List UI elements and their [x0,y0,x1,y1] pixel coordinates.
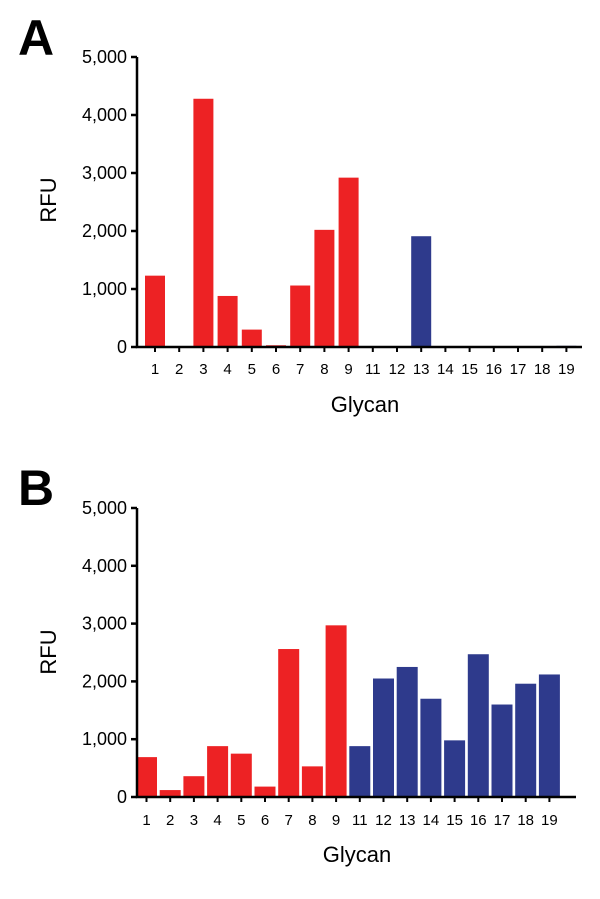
x-axis-labels-a: 1 2 3 4 5 6 7 8 9 11 12 13 14 15 16 17 18 19 [151,347,575,378]
y-tick-label-b-5: 5,000 [82,498,127,518]
x-tick-label-a-17: 17 [510,361,527,378]
y-axis-title-a: RFU [36,177,61,222]
bar-b-12 [373,678,394,797]
y-tick-label-a-3: 3,000 [82,163,127,183]
bar-a-3 [193,98,214,347]
x-tick-label-b-14: 14 [423,812,440,829]
x-tick-label-b-6: 6 [261,812,269,829]
bars-b [136,625,560,797]
y-tick-label-a-2: 2,000 [82,221,127,241]
x-axis-labels-b: 1 2 3 4 5 6 7 8 9 11 12 13 14 15 16 17 18 19 [142,797,558,829]
panel-b: B RFU Glycan 01,0002,0003,0004,0005,000 … [18,460,576,867]
bar-b-7 [278,649,300,797]
x-tick-label-a-8: 8 [320,361,328,378]
x-tick-label-b-2: 2 [166,812,174,829]
x-axis-title-b: Glycan [323,842,391,867]
x-tick-label-b-9: 9 [332,812,340,829]
bar-b-8 [301,766,323,797]
bar-b-9 [325,625,347,797]
x-tick-label-a-18: 18 [534,361,551,378]
x-tick-label-a-14: 14 [437,361,454,378]
x-tick-label-a-1: 1 [151,361,159,378]
x-tick-label-b-15: 15 [446,812,463,829]
bar-a-13 [411,236,432,347]
bar-b-2 [159,790,181,797]
y-axis-ticks-a: 0 1,000 2,000 3,000 4,000 5,000 [82,47,137,357]
bar-a-5 [241,329,262,347]
x-tick-label-b-13: 13 [399,812,416,829]
axes-a [135,57,582,349]
x-tick-label-b-19: 19 [541,812,558,829]
x-tick-label-a-2: 2 [175,361,183,378]
x-tick-label-b-8: 8 [308,812,316,829]
bars-a [145,98,577,347]
bar-b-16 [467,654,489,797]
x-tick-label-a-12: 12 [389,361,406,378]
y-tick-label-b-3: 3,000 [82,614,127,634]
x-axis-title-a: Glycan [331,392,399,417]
y-tick-label-a-4: 4,000 [82,105,127,125]
bar-b-3 [183,776,205,797]
y-axis-ticks-b: 0 1,000 2,000 3,000 4,000 5,000 [82,498,137,807]
x-tick-label-a-9: 9 [344,361,352,378]
x-tick-label-a-15: 15 [461,361,478,378]
bar-b-17 [491,704,513,797]
bar-b-19 [538,674,560,797]
x-tick-label-a-13: 13 [413,361,430,378]
panel-a: A RFU Glycan 01,0002,0003,0004,0005,000 … [18,10,582,417]
bar-a-7 [290,285,311,347]
bar-b-1 [136,757,157,797]
panel-label-b: B [18,460,54,516]
bar-b-11 [349,746,371,797]
x-tick-label-a-4: 4 [223,361,231,378]
x-tick-label-b-7: 7 [285,812,293,829]
x-tick-label-b-1: 1 [142,812,150,829]
y-tick-label-a-1: 1,000 [82,279,127,299]
y-axis-title-b: RFU [36,629,61,674]
x-tick-label-a-5: 5 [248,361,256,378]
x-tick-label-a-19: 19 [558,361,575,378]
x-tick-label-a-16: 16 [485,361,502,378]
x-tick-label-b-3: 3 [190,812,198,829]
x-tick-label-b-5: 5 [237,812,245,829]
x-tick-label-a-3: 3 [199,361,207,378]
x-tick-label-b-4: 4 [213,812,221,829]
x-tick-label-a-11: 11 [365,361,381,378]
y-tick-label-b-4: 4,000 [82,556,127,576]
bar-b-13 [396,666,418,797]
bar-a-9 [338,177,359,347]
x-tick-label-a-7: 7 [296,361,304,378]
axes-b [135,508,576,799]
bar-a-1 [145,275,165,347]
panel-label-a: A [18,10,54,66]
bar-a-8 [314,229,335,347]
bar-b-4 [207,746,229,797]
bar-b-5 [230,753,252,797]
x-tick-label-a-6: 6 [272,361,280,378]
bar-b-14 [420,698,442,797]
x-tick-label-b-11: 11 [352,812,368,829]
y-tick-label-a-0: 0 [117,337,127,357]
x-tick-label-b-18: 18 [517,812,534,829]
y-tick-label-b-0: 0 [117,787,127,807]
bar-b-18 [515,683,537,797]
bar-b-6 [254,786,276,797]
x-tick-label-b-12: 12 [375,812,392,829]
x-tick-label-b-16: 16 [470,812,487,829]
y-tick-label-b-1: 1,000 [82,729,127,749]
x-tick-label-b-17: 17 [494,812,511,829]
bar-b-15 [444,740,466,797]
y-tick-label-b-2: 2,000 [82,671,127,691]
y-tick-label-a-5: 5,000 [82,47,127,67]
bar-a-4 [217,295,238,347]
